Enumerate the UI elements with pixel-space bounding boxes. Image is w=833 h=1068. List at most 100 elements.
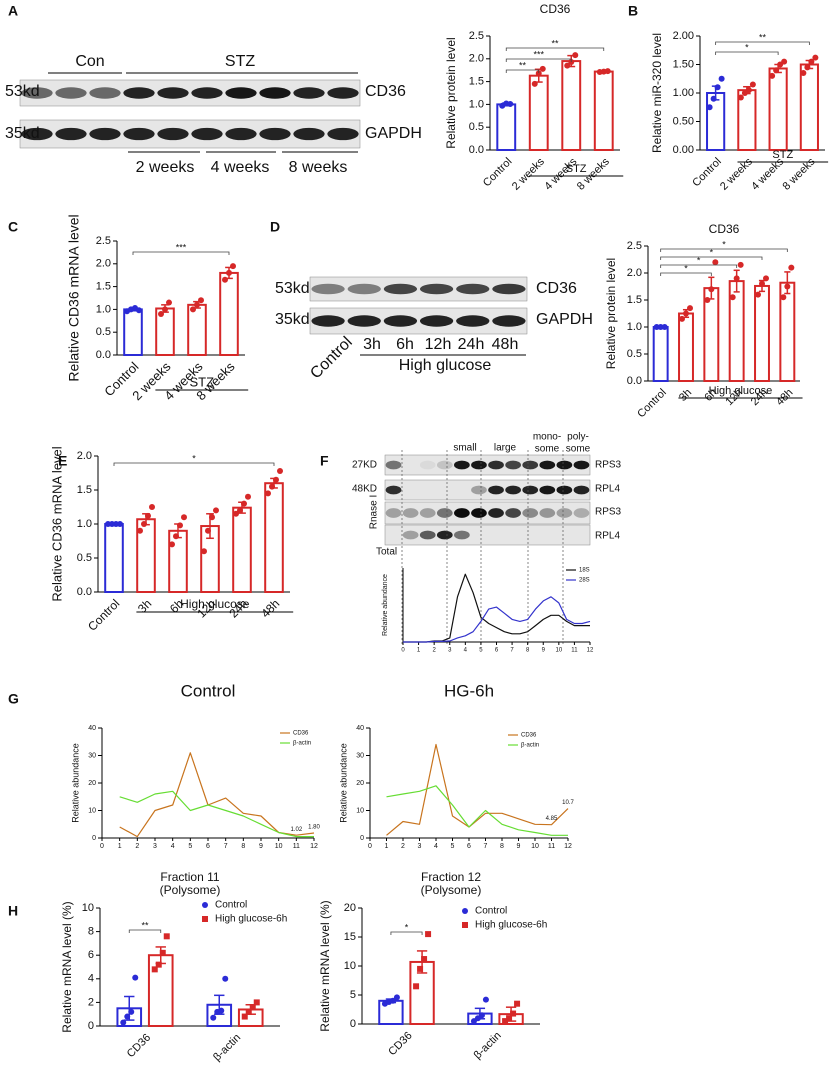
- blot-band: [385, 460, 402, 470]
- blot-band: [123, 87, 155, 99]
- x-tick-label: 6: [467, 843, 471, 850]
- data-point: [708, 286, 715, 293]
- data-point: [714, 84, 721, 91]
- y-tick-label: 40: [88, 725, 96, 732]
- significance-label: **: [141, 920, 149, 930]
- x-tick-label: 10: [555, 648, 562, 654]
- data-point: [237, 507, 243, 514]
- y-tick-label: 10: [82, 902, 94, 914]
- blot-band: [55, 127, 87, 141]
- y-tick-label: 1.5: [469, 76, 484, 88]
- significance-bracket: [660, 264, 738, 268]
- blot-band: [556, 485, 573, 495]
- chart-title: HG-6h: [444, 681, 494, 700]
- y-axis-label: Relative abundance: [70, 743, 80, 823]
- data-point: [712, 259, 719, 266]
- x-tick-label: 1: [417, 648, 421, 654]
- blot-band: [225, 127, 257, 141]
- blot-band: [505, 460, 521, 470]
- data-point: [169, 541, 175, 548]
- significance-label: **: [551, 38, 559, 48]
- x-tick-label: 8 weeks: [781, 155, 818, 192]
- y-tick-label: 1.00: [673, 87, 694, 99]
- series-line: [386, 743, 569, 836]
- legend-label: High glucose-6h: [475, 920, 547, 931]
- legend-label: β-actin: [521, 743, 539, 749]
- blot-size: 48KD: [352, 484, 377, 495]
- significance-label: ***: [176, 242, 187, 252]
- y-tick-label: 1.0: [469, 98, 484, 110]
- data-point: [661, 324, 668, 330]
- error-bar: [784, 271, 791, 295]
- legend-label: β-actin: [293, 741, 311, 747]
- y-axis-label: Relative mRNA level (%): [318, 900, 332, 1031]
- data-point: [277, 467, 283, 474]
- blots: [19, 79, 591, 645]
- blot-protein: RPS3: [595, 507, 622, 518]
- x-tick-label: 11: [293, 843, 300, 850]
- x-tick-label: 8: [526, 648, 530, 654]
- y-tick-label: 20: [88, 780, 96, 787]
- x-tick-label: 5: [479, 648, 483, 654]
- blot-protein: RPL4: [595, 484, 620, 495]
- blot-band: [436, 508, 453, 518]
- data-point: [222, 975, 229, 982]
- x-tick-label: 2 weeks: [510, 155, 547, 192]
- panel-label: A: [8, 3, 18, 19]
- data-point: [539, 65, 546, 72]
- blot-band: [55, 87, 87, 99]
- x-tick-label: 5: [188, 843, 192, 850]
- blot-band: [436, 460, 453, 470]
- bar: [561, 60, 582, 151]
- y-axis-label: Relative miR-320 level: [650, 33, 664, 153]
- x-tick-label: 0: [401, 648, 405, 654]
- blot-band: [383, 315, 418, 327]
- group-label: High glucose: [180, 597, 250, 611]
- data-point: [482, 996, 489, 1003]
- blot-band: [556, 460, 573, 470]
- blot-band: [157, 87, 189, 99]
- blot-band: [488, 485, 504, 495]
- x-tick-label: 10: [531, 843, 539, 850]
- data-point: [683, 310, 689, 317]
- x-tick-label: 7: [510, 648, 514, 654]
- blot-band: [21, 87, 53, 99]
- blot-timepoint: 2 weeks: [136, 159, 195, 176]
- data-point: [737, 261, 744, 268]
- x-tick-label: 3: [448, 648, 452, 654]
- blot-band: [556, 508, 573, 518]
- blot-protein: CD36: [365, 83, 406, 100]
- blot-band: [573, 460, 590, 470]
- blot-lane: 48h: [492, 336, 519, 353]
- data-point: [241, 1013, 248, 1020]
- panel-label: B: [628, 3, 638, 19]
- blot-band: [539, 485, 556, 495]
- data-point: [679, 315, 685, 322]
- blot-band: [311, 283, 345, 295]
- data-point: [205, 527, 211, 534]
- series-line: [119, 790, 314, 838]
- data-point: [393, 994, 400, 1001]
- fraction-label: some: [535, 444, 560, 455]
- blot-band: [21, 127, 53, 141]
- blot-band: [505, 508, 521, 518]
- blot-band: [259, 87, 291, 99]
- x-tick-label: 9: [517, 843, 521, 850]
- y-tick-label: 4: [88, 973, 94, 985]
- blot-lane: 3h: [363, 336, 381, 353]
- bar: [652, 326, 669, 382]
- data-point: [506, 1015, 513, 1022]
- y-tick-label: 2.5: [627, 240, 642, 252]
- data-point: [120, 1019, 127, 1026]
- significance-label: **: [759, 32, 767, 42]
- data-point: [773, 67, 780, 74]
- blot-condition: High glucose: [399, 357, 492, 374]
- panel-label: F: [320, 453, 329, 469]
- legend-label: CD36: [293, 731, 309, 737]
- blot-protein: GAPDH: [365, 125, 422, 142]
- data-point: [417, 965, 424, 972]
- data-point: [763, 275, 769, 282]
- x-tick-label: 12: [310, 843, 318, 850]
- x-tick-label: 10: [275, 843, 283, 850]
- value-label: 4.85: [546, 816, 558, 822]
